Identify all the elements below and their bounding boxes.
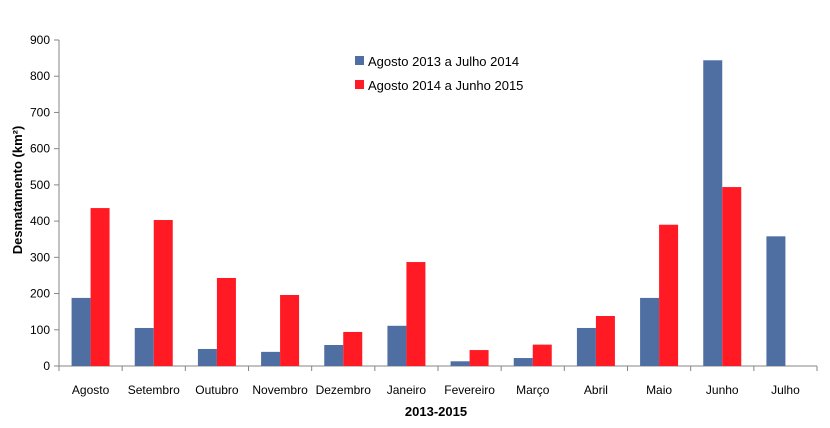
x-axis-title: 2013-2015 xyxy=(405,404,467,419)
bar-series-1 xyxy=(576,327,596,366)
bar-series-1 xyxy=(261,351,281,366)
bar-series-2 xyxy=(532,344,552,366)
x-tick-label: Abril xyxy=(584,383,608,397)
y-axis-title: Desmatamento (km²) xyxy=(10,126,25,255)
bar-series-1 xyxy=(134,327,154,366)
x-tick-label: Maio xyxy=(646,383,672,397)
legend-swatch xyxy=(355,80,364,89)
bar-series-1 xyxy=(450,361,470,366)
y-tick-label: 100 xyxy=(30,323,50,337)
x-tick-label: Março xyxy=(516,383,550,397)
x-tick-label: Dezembro xyxy=(316,383,372,397)
y-axis: 0 100 200 300 400 500 600 700 800 900 xyxy=(30,33,60,373)
y-tick-label: 800 xyxy=(30,69,50,83)
y-tick-label: 500 xyxy=(30,178,50,192)
bar-series-2 xyxy=(406,262,426,366)
y-tick-label: 600 xyxy=(30,142,50,156)
bar-series-2 xyxy=(280,295,300,366)
bar-series-1 xyxy=(71,297,91,366)
y-tick-label: 700 xyxy=(30,105,50,119)
bar-series-2 xyxy=(595,316,615,366)
bar-series-1 xyxy=(324,344,344,366)
legend: Agosto 2013 a Julho 2014 Agosto 2014 a Ju… xyxy=(355,54,523,93)
bar-series-2 xyxy=(153,220,173,366)
bar-series-2 xyxy=(90,208,110,366)
x-tick-label: Agosto xyxy=(72,383,110,397)
bar-series-2 xyxy=(659,224,679,366)
x-tick-label: Julho xyxy=(771,383,800,397)
bar-series-1 xyxy=(197,348,217,366)
bar-series-2 xyxy=(343,331,363,366)
legend-label: Agosto 2014 a Junho 2015 xyxy=(368,78,523,93)
x-axis: Agosto Setembro Outubro Novembro Dezembro Jan… xyxy=(58,365,818,397)
bar-series-2 xyxy=(722,187,742,366)
bar-series-1 xyxy=(766,236,786,366)
bar-series-1 xyxy=(640,297,660,366)
x-tick-label: Outubro xyxy=(195,383,239,397)
y-tick-label: 0 xyxy=(43,359,50,373)
x-tick-label: Junho xyxy=(706,383,739,397)
x-tick-label: Fevereiro xyxy=(444,383,495,397)
y-tick-label: 200 xyxy=(30,287,50,301)
y-tick-label: 400 xyxy=(30,214,50,228)
x-tick-label: Novembro xyxy=(252,383,308,397)
bar-series-1 xyxy=(703,60,723,366)
y-tick-label: 900 xyxy=(30,33,50,47)
legend-label: Agosto 2013 a Julho 2014 xyxy=(368,54,519,69)
x-tick-label: Setembro xyxy=(128,383,180,397)
bar-series-2 xyxy=(216,277,236,366)
bar-series-1 xyxy=(387,325,407,366)
bars xyxy=(71,60,786,366)
x-tick-label: Janeiro xyxy=(387,383,427,397)
bar-series-1 xyxy=(513,358,533,366)
bar-series-2 xyxy=(469,350,489,366)
legend-swatch xyxy=(355,56,364,65)
y-tick-label: 300 xyxy=(30,250,50,264)
